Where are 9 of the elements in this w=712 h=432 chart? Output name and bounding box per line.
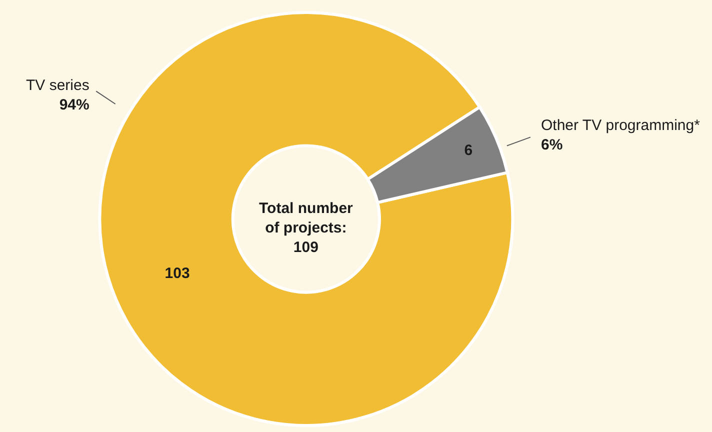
data-label: 6 xyxy=(464,142,473,159)
donut-slice xyxy=(98,11,514,427)
slice-label: Other TV programming* xyxy=(541,117,700,134)
text: 94% xyxy=(59,96,90,114)
donut-slice xyxy=(366,106,509,204)
data-label: 103 xyxy=(164,264,190,282)
text: Total number of projects: 109 xyxy=(259,200,354,256)
text: 6% xyxy=(541,136,563,154)
slice-label: TV series xyxy=(26,77,90,94)
